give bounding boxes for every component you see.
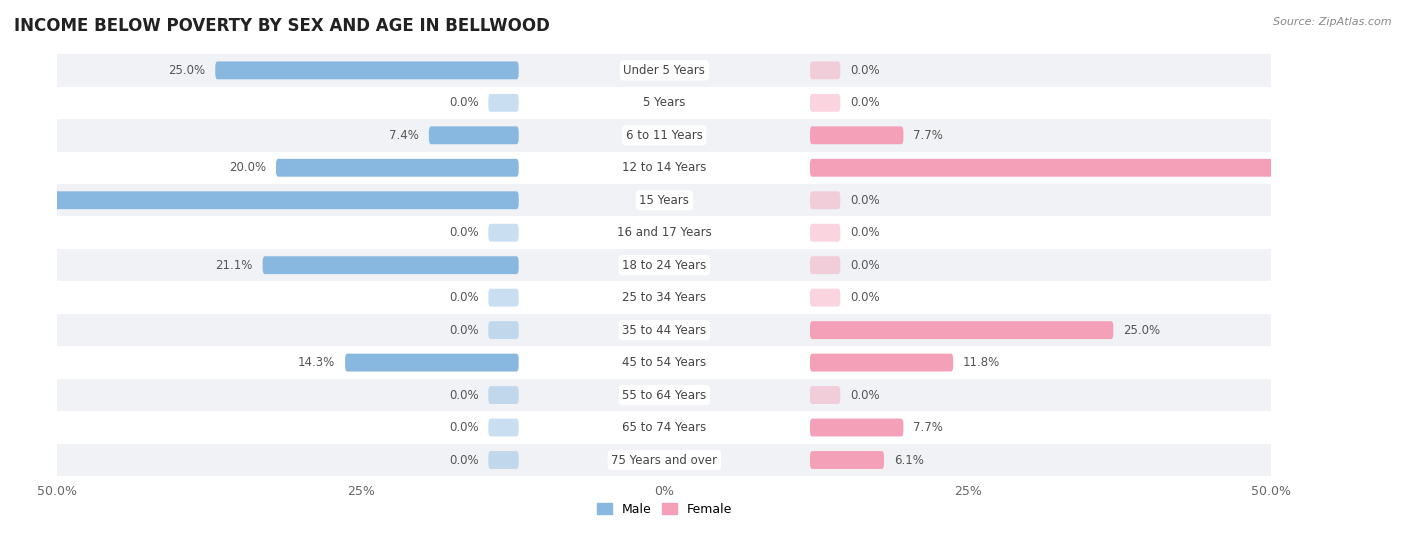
Bar: [58, 314, 1271, 347]
Text: 7.4%: 7.4%: [389, 129, 419, 142]
Text: 25.0%: 25.0%: [1123, 324, 1160, 337]
FancyBboxPatch shape: [810, 419, 904, 437]
Bar: [58, 54, 1271, 87]
FancyBboxPatch shape: [488, 451, 519, 469]
Text: Source: ZipAtlas.com: Source: ZipAtlas.com: [1274, 17, 1392, 27]
Text: Under 5 Years: Under 5 Years: [623, 64, 706, 77]
FancyBboxPatch shape: [488, 94, 519, 112]
FancyBboxPatch shape: [215, 61, 519, 79]
Text: 35 to 44 Years: 35 to 44 Years: [623, 324, 706, 337]
Bar: [58, 411, 1271, 444]
FancyBboxPatch shape: [488, 289, 519, 306]
FancyBboxPatch shape: [810, 256, 841, 274]
Text: 0.0%: 0.0%: [449, 453, 478, 467]
Text: 21.1%: 21.1%: [215, 259, 253, 272]
Bar: [58, 444, 1271, 476]
Text: 0.0%: 0.0%: [449, 226, 478, 239]
Text: INCOME BELOW POVERTY BY SEX AND AGE IN BELLWOOD: INCOME BELOW POVERTY BY SEX AND AGE IN B…: [14, 17, 550, 35]
Bar: [58, 87, 1271, 119]
FancyBboxPatch shape: [276, 159, 519, 177]
Text: 16 and 17 Years: 16 and 17 Years: [617, 226, 711, 239]
Bar: [58, 151, 1271, 184]
Text: 0.0%: 0.0%: [851, 291, 880, 304]
FancyBboxPatch shape: [810, 224, 841, 241]
FancyBboxPatch shape: [344, 354, 519, 372]
Bar: [58, 216, 1271, 249]
Bar: [58, 184, 1271, 216]
Bar: [58, 347, 1271, 379]
Text: 15 Years: 15 Years: [640, 194, 689, 207]
FancyBboxPatch shape: [0, 191, 519, 209]
Text: 65 to 74 Years: 65 to 74 Years: [623, 421, 706, 434]
Text: 50.0%: 50.0%: [1368, 162, 1405, 174]
Bar: [58, 379, 1271, 411]
Text: 0.0%: 0.0%: [851, 64, 880, 77]
Text: 7.7%: 7.7%: [912, 421, 943, 434]
Text: 18 to 24 Years: 18 to 24 Years: [623, 259, 706, 272]
FancyBboxPatch shape: [488, 224, 519, 241]
Text: 0.0%: 0.0%: [851, 226, 880, 239]
Text: 0.0%: 0.0%: [449, 389, 478, 401]
FancyBboxPatch shape: [488, 321, 519, 339]
Text: 0.0%: 0.0%: [851, 194, 880, 207]
Bar: [58, 119, 1271, 151]
Text: 42.9%: 42.9%: [10, 194, 48, 207]
Text: 0.0%: 0.0%: [449, 421, 478, 434]
FancyBboxPatch shape: [810, 321, 1114, 339]
Text: 14.3%: 14.3%: [298, 356, 336, 369]
FancyBboxPatch shape: [810, 451, 884, 469]
FancyBboxPatch shape: [810, 159, 1406, 177]
FancyBboxPatch shape: [810, 94, 841, 112]
Text: 25 to 34 Years: 25 to 34 Years: [623, 291, 706, 304]
FancyBboxPatch shape: [810, 386, 841, 404]
FancyBboxPatch shape: [429, 126, 519, 144]
FancyBboxPatch shape: [810, 289, 841, 306]
Text: 11.8%: 11.8%: [963, 356, 1000, 369]
Text: 0.0%: 0.0%: [851, 389, 880, 401]
Text: 6 to 11 Years: 6 to 11 Years: [626, 129, 703, 142]
Text: 55 to 64 Years: 55 to 64 Years: [623, 389, 706, 401]
Text: 0.0%: 0.0%: [851, 259, 880, 272]
Text: 75 Years and over: 75 Years and over: [612, 453, 717, 467]
Text: 20.0%: 20.0%: [229, 162, 266, 174]
FancyBboxPatch shape: [488, 386, 519, 404]
Legend: Male, Female: Male, Female: [592, 498, 737, 520]
Text: 6.1%: 6.1%: [894, 453, 924, 467]
Text: 0.0%: 0.0%: [851, 96, 880, 110]
Text: 0.0%: 0.0%: [449, 291, 478, 304]
Text: 45 to 54 Years: 45 to 54 Years: [623, 356, 706, 369]
FancyBboxPatch shape: [488, 419, 519, 437]
Text: 7.7%: 7.7%: [912, 129, 943, 142]
Text: 5 Years: 5 Years: [643, 96, 686, 110]
FancyBboxPatch shape: [810, 354, 953, 372]
Text: 12 to 14 Years: 12 to 14 Years: [621, 162, 706, 174]
Text: 0.0%: 0.0%: [449, 324, 478, 337]
Text: 0.0%: 0.0%: [449, 96, 478, 110]
FancyBboxPatch shape: [810, 61, 841, 79]
FancyBboxPatch shape: [810, 126, 904, 144]
FancyBboxPatch shape: [263, 256, 519, 274]
Text: 25.0%: 25.0%: [169, 64, 205, 77]
Bar: [58, 281, 1271, 314]
Bar: [58, 249, 1271, 281]
FancyBboxPatch shape: [810, 191, 841, 209]
